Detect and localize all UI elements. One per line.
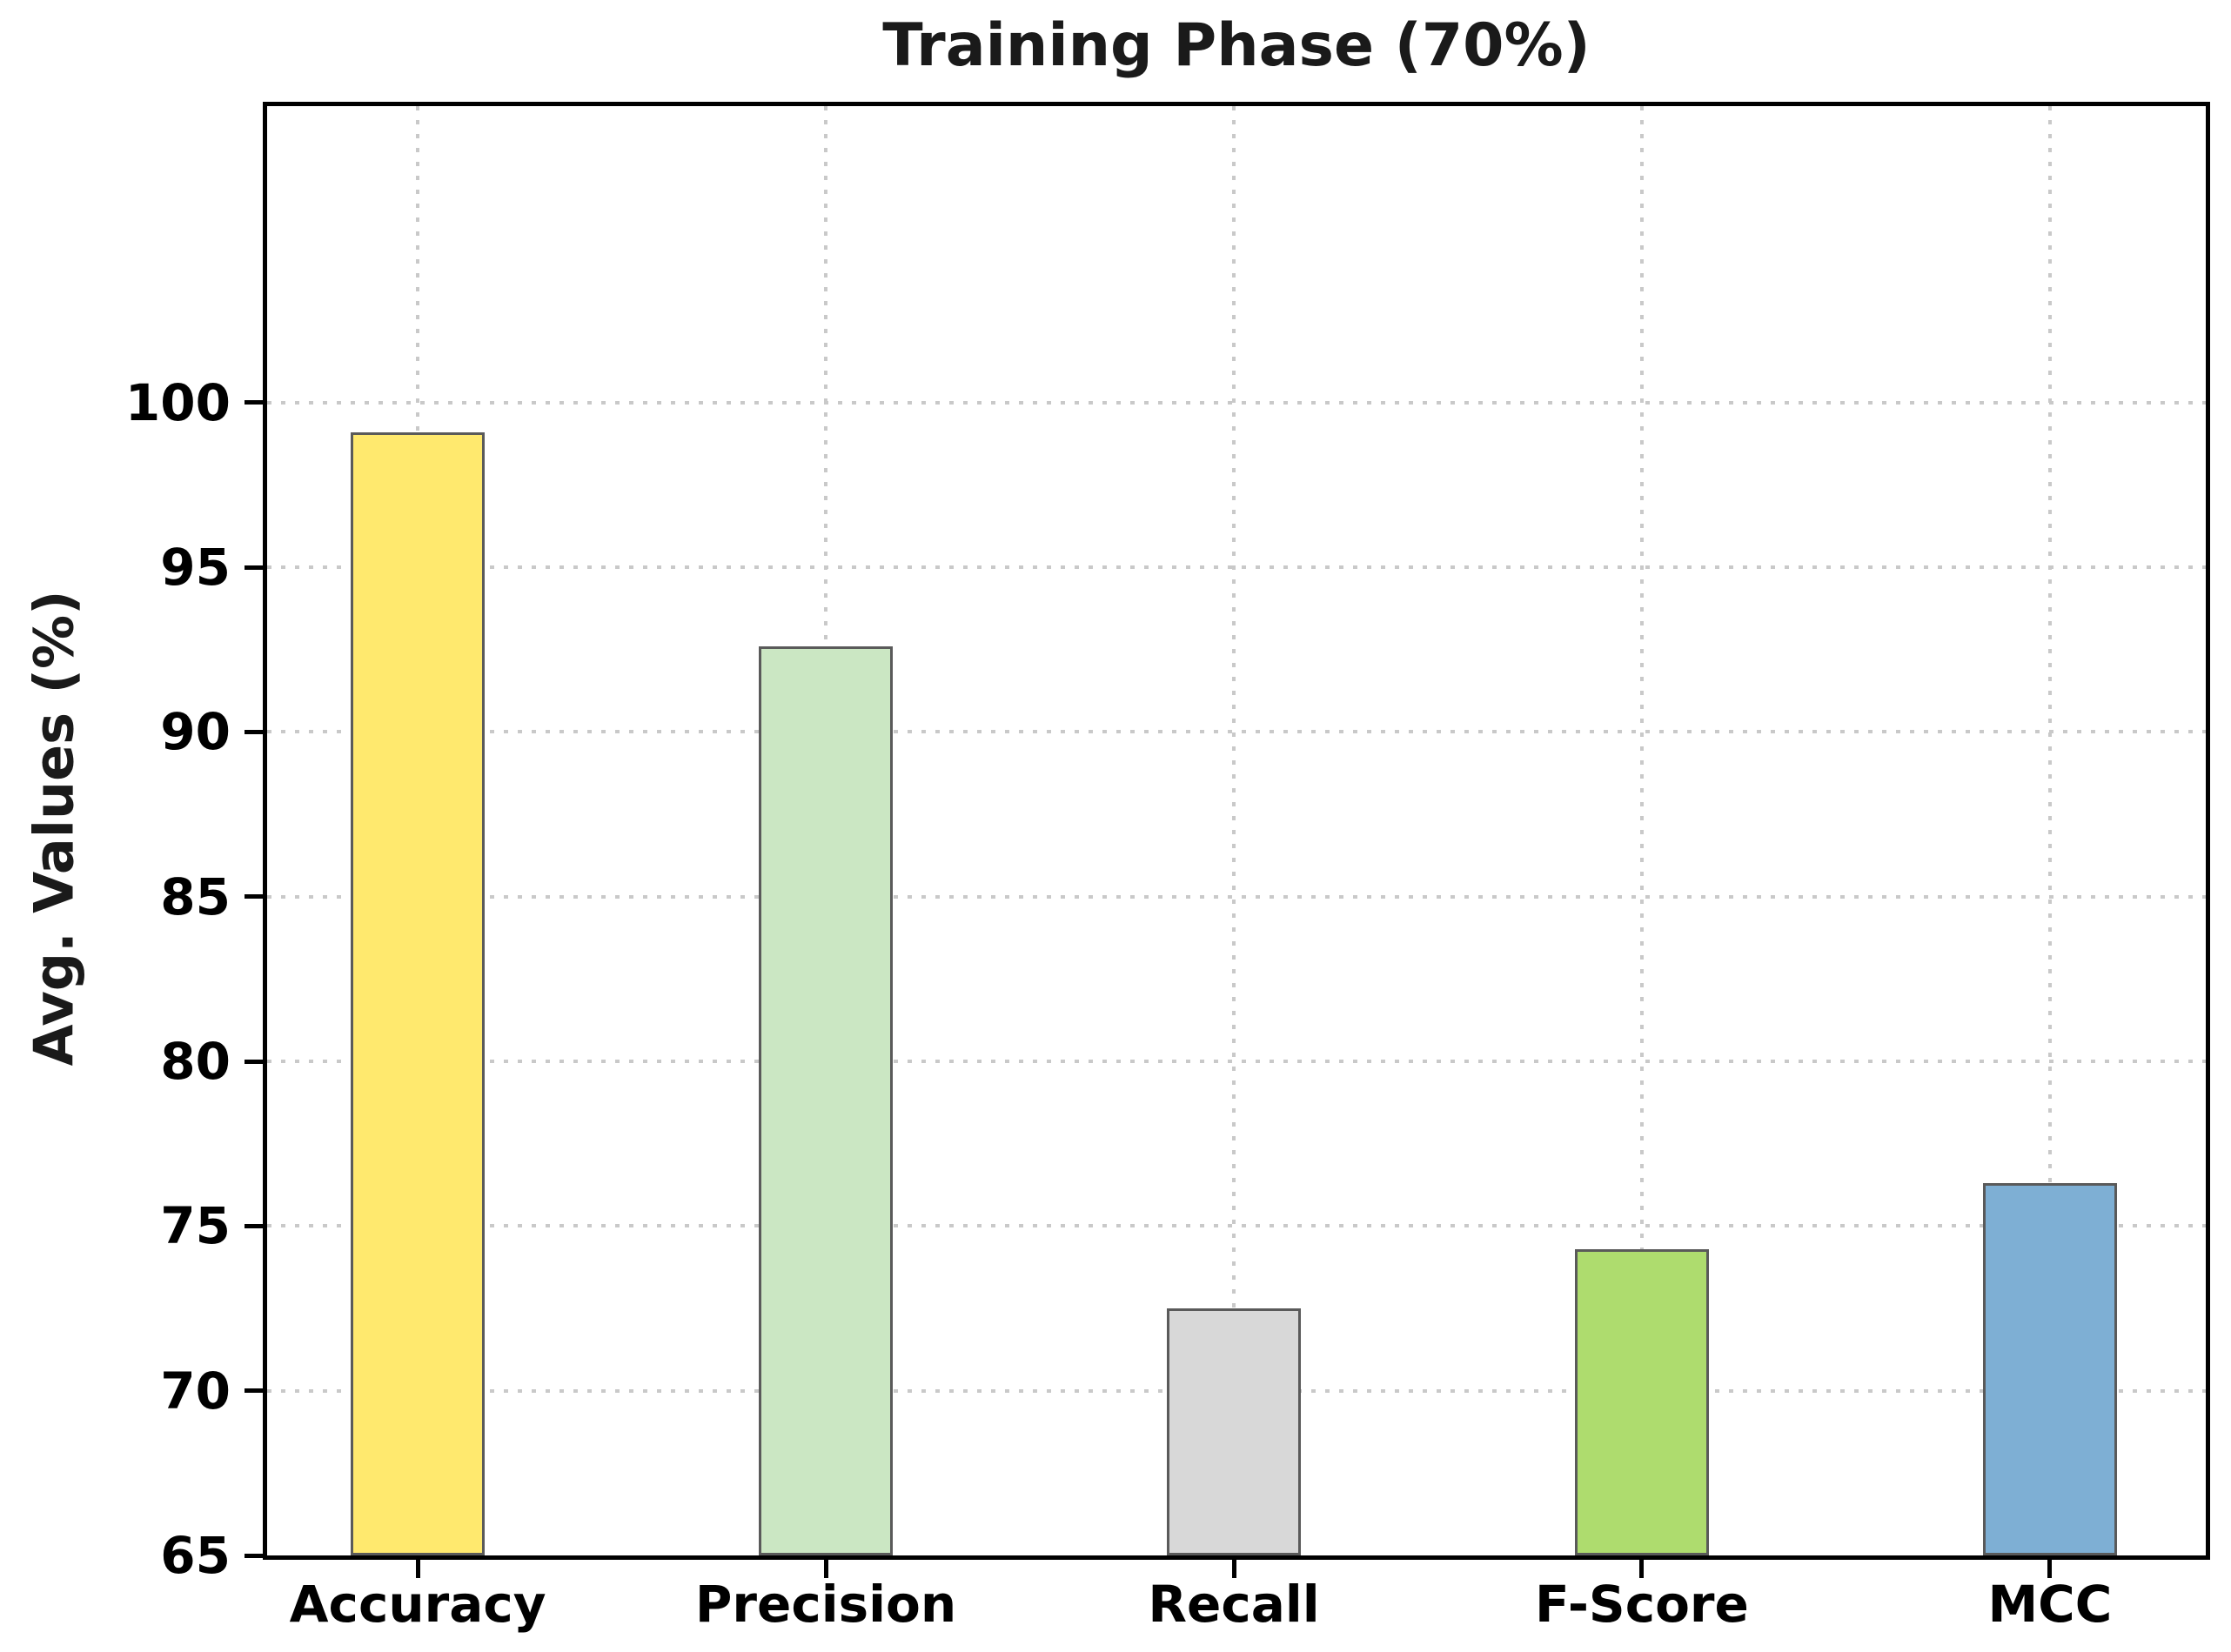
y-tick-label: 95 [160, 538, 231, 598]
y-axis-label: Avg. Values (%) [22, 590, 86, 1067]
x-tick-label: Accuracy [289, 1575, 546, 1634]
y-tick-label: 85 [160, 866, 231, 926]
y-tick-label: 100 [124, 372, 231, 432]
v-gridline [1639, 106, 1644, 1555]
x-tick-mark [823, 1555, 828, 1578]
bar-accuracy [351, 431, 486, 1555]
y-tick-mark [245, 1388, 267, 1394]
h-gridline [267, 894, 2206, 899]
y-tick-mark [245, 729, 267, 734]
x-tick-mark [2047, 1555, 2053, 1578]
h-gridline [267, 400, 2206, 405]
x-tick-label: Recall [1148, 1575, 1320, 1634]
bar-precision [759, 645, 894, 1555]
plot-area [267, 106, 2206, 1555]
y-tick-label: 75 [160, 1196, 231, 1256]
y-tick-label: 80 [160, 1032, 231, 1092]
bar-f-score [1574, 1248, 1709, 1555]
x-tick-label: Precision [694, 1575, 957, 1634]
h-gridline [267, 565, 2206, 570]
v-gridline [1232, 106, 1236, 1555]
y-tick-mark [245, 1553, 267, 1558]
y-tick-mark [245, 1059, 267, 1064]
y-tick-mark [245, 565, 267, 570]
chart-title: Training Phase (70%) [882, 11, 1591, 80]
h-gridline [267, 1060, 2206, 1064]
x-tick-mark [1231, 1555, 1236, 1578]
v-gridline [2047, 106, 2052, 1555]
h-gridline [267, 730, 2206, 734]
y-tick-label: 70 [160, 1361, 231, 1421]
h-gridline [267, 1224, 2206, 1228]
x-tick-mark [415, 1555, 420, 1578]
x-tick-mark [1639, 1555, 1645, 1578]
y-tick-mark [245, 1223, 267, 1228]
bar-mcc [1982, 1183, 2117, 1555]
x-tick-label: F-Score [1535, 1575, 1749, 1634]
y-tick-label: 65 [160, 1526, 231, 1585]
bar-recall [1167, 1308, 1301, 1555]
y-tick-label: 90 [160, 702, 231, 762]
x-tick-label: MCC [1987, 1575, 2113, 1634]
y-tick-mark [245, 894, 267, 900]
y-tick-mark [245, 400, 267, 405]
